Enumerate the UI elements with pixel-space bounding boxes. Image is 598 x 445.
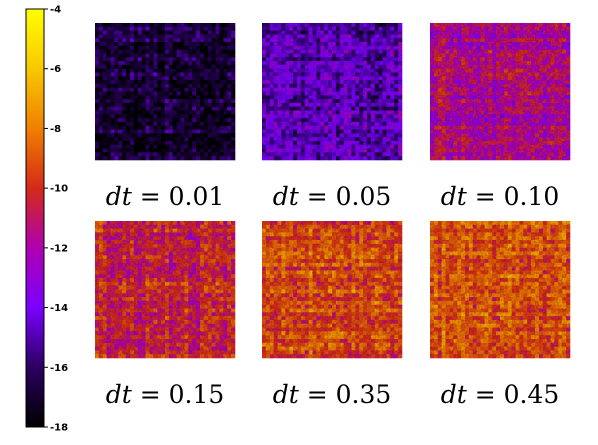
panel-label: dt = 0.01 <box>106 182 225 211</box>
heatmap-panel: dt = 0.01 <box>95 23 236 211</box>
colorbar-tick-label: -18 <box>50 423 68 434</box>
heatmap-panel: dt = 0.15 <box>95 221 236 409</box>
panel-label: dt = 0.05 <box>273 182 392 211</box>
heatmap-texture <box>262 23 402 160</box>
colorbar: -4 -6 -8 -10 -12 -14 -16 -18 <box>25 5 68 434</box>
panel-label: dt = 0.10 <box>441 182 560 211</box>
heatmap-panel: dt = 0.05 <box>262 23 403 211</box>
heatmap-texture <box>95 23 235 160</box>
colorbar-tick-label: -6 <box>50 64 61 75</box>
heatmap-panel: dt = 0.10 <box>430 23 571 211</box>
colorbar-tick-label: -8 <box>50 124 61 135</box>
colorbar-gradient <box>25 8 45 428</box>
colorbar-tick-label: -12 <box>50 243 68 254</box>
colorbar-tick-label: -4 <box>50 5 61 16</box>
heatmap-texture <box>430 23 570 160</box>
colorbar-tick-label: -10 <box>50 184 68 195</box>
colorbar-tick-label: -14 <box>50 303 68 314</box>
colorbar-tick-label: -16 <box>50 363 68 374</box>
